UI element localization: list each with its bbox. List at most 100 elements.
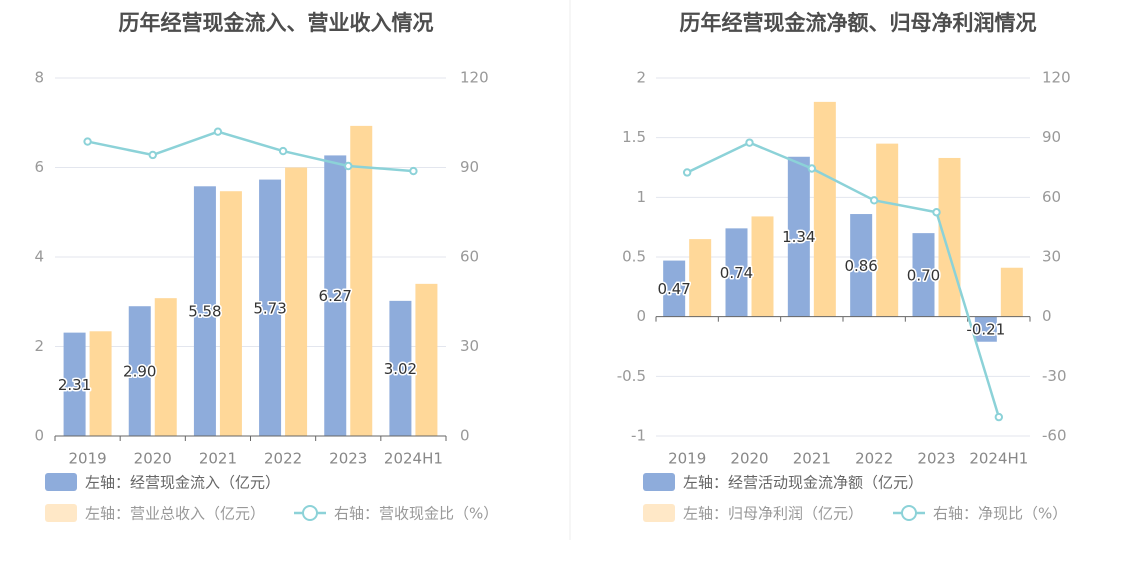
legend: 左轴：经营活动现金流净额（亿元） 左轴：归母净利润（亿元） 右轴：净现比（%） — [643, 473, 1067, 523]
ratio-point — [869, 196, 879, 205]
bar-primary — [974, 316, 997, 342]
bar-data-label: 2.31 — [58, 376, 91, 394]
ratio-point — [807, 164, 817, 173]
bars — [663, 101, 1023, 342]
bar-secondary — [89, 331, 112, 436]
chart-title: 历年经营现金流入、营业收入情况 — [119, 11, 434, 35]
bar-data-label: 1.34 — [782, 228, 815, 246]
ratio-point — [83, 137, 92, 146]
x-axis-label: 2023 — [917, 450, 955, 468]
left-axis-tick: 6 — [34, 158, 44, 176]
legend-label: 左轴：营业总收入（亿元） — [85, 505, 265, 523]
chart-1: 历年经营现金流入、营业收入情况 0 2 4 6 8 0 30 60 90 120 2019 2020 20… — [34, 11, 498, 523]
ratio-point — [344, 161, 353, 171]
x-axis-label: 2021 — [793, 450, 831, 468]
legend-swatch-secondary — [45, 504, 77, 522]
x-axis-label: 2020 — [134, 450, 172, 468]
legend-label: 左轴：归母净利润（亿元） — [683, 505, 863, 523]
bar-secondary — [813, 101, 836, 317]
x-axis-label: 2024H1 — [969, 450, 1028, 468]
bar-data-label: -0.21 — [966, 321, 1005, 339]
line-series — [83, 127, 418, 176]
ratio-point — [213, 127, 223, 136]
ratio-point — [932, 208, 941, 217]
bar-primary — [725, 228, 748, 317]
bar-primary — [259, 179, 282, 436]
legend-swatch-secondary — [643, 504, 675, 522]
right-axis-tick: 0 — [1042, 307, 1052, 325]
legend-circle-icon — [302, 505, 318, 521]
x-axis-label: 2019 — [68, 450, 106, 468]
left-axis-tick: 2 — [636, 69, 646, 87]
bar-secondary — [219, 191, 242, 436]
right-axis-tick: 0 — [460, 427, 470, 445]
bar-data-label: 0.70 — [907, 266, 940, 284]
left-axis-tick: -1 — [631, 427, 646, 445]
bar-secondary — [876, 143, 899, 317]
bar-primary — [787, 156, 810, 317]
legend: 左轴：经营现金流入（亿元） 左轴：营业总收入（亿元） 右轴：营收现金比（%） — [45, 473, 498, 523]
right-axis-tick: 120 — [460, 69, 489, 87]
chart-title: 历年经营现金流净额、归母净利润情况 — [680, 11, 1037, 35]
bar-secondary — [350, 125, 373, 436]
x-axis-label: 2020 — [730, 450, 768, 468]
bar-secondary — [285, 167, 308, 436]
legend-label: 左轴：经营活动现金流净额（亿元） — [683, 474, 923, 492]
right-axis-tick: 90 — [460, 158, 479, 176]
ratio-point — [682, 168, 692, 177]
ratio-point — [409, 166, 418, 176]
x-axis-label: 2022 — [855, 450, 893, 468]
left-axis-tick: 1.5 — [622, 128, 646, 146]
legend-circle-icon — [901, 505, 917, 521]
bar-primary — [63, 332, 86, 436]
right-axis-tick: -30 — [1042, 367, 1067, 385]
right-axis-tick: 60 — [460, 248, 479, 266]
bar-primary — [850, 214, 873, 317]
bar-secondary — [689, 239, 712, 317]
bar-primary — [324, 155, 347, 437]
left-axis-tick: 0 — [34, 427, 44, 445]
bar-secondary — [415, 283, 438, 436]
legend-swatch-primary — [45, 473, 77, 491]
left-axis-tick: 2 — [34, 337, 44, 355]
line-series — [682, 138, 1004, 422]
ratio-point — [745, 138, 754, 147]
left-axis-tick: 0 — [636, 307, 646, 325]
bar-data-label: 0.74 — [720, 264, 753, 282]
chart-2: 历年经营现金流净额、归母净利润情况 -1 -0.5 0 0.5 1 1.5 2 -60 -30 0 3… — [617, 11, 1071, 523]
ratio-point — [994, 412, 1004, 422]
bar-secondary — [1000, 267, 1023, 317]
bar-primary — [193, 186, 216, 436]
x-axis-label: 2021 — [199, 450, 237, 468]
legend-label: 右轴：营收现金比（%） — [334, 505, 498, 523]
bar-secondary — [938, 157, 961, 317]
right-axis-tick: 120 — [1042, 69, 1071, 87]
gridlines — [55, 77, 446, 347]
bar-primary — [912, 233, 935, 317]
ratio-point — [278, 146, 288, 156]
right-axis-tick: -60 — [1042, 427, 1067, 445]
x-axis-label: 2024H1 — [384, 450, 443, 468]
bar-data-label: 0.86 — [844, 257, 877, 275]
bar-primary — [128, 306, 151, 436]
bar-data-label: 3.02 — [384, 360, 417, 378]
right-axis-tick: 90 — [1042, 128, 1061, 146]
right-axis-tick: 30 — [460, 337, 479, 355]
left-axis-tick: 4 — [34, 248, 44, 266]
bars — [63, 125, 438, 437]
bar-primary — [389, 300, 412, 436]
right-axis-tick: 30 — [1042, 248, 1061, 266]
left-axis-tick: 0.5 — [622, 248, 646, 266]
bar-secondary — [751, 216, 774, 317]
x-axis-label: 2019 — [668, 450, 706, 468]
bar-primary — [663, 260, 686, 317]
bar-data-label: 5.73 — [253, 299, 286, 317]
x-axis-label: 2023 — [329, 450, 367, 468]
left-axis-tick: 8 — [34, 69, 44, 87]
bar-data-label: 0.47 — [657, 280, 690, 298]
bar-data-label: 2.90 — [123, 363, 156, 381]
legend-swatch-primary — [643, 473, 675, 491]
left-axis-tick: -0.5 — [617, 367, 646, 385]
